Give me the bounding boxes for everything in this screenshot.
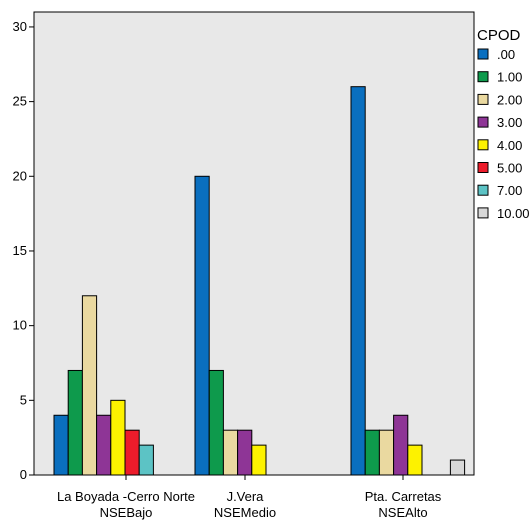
legend-label: 2.00 [497,92,522,107]
x-category-label: NSEBajo [100,505,153,520]
bars-group [53,86,466,476]
x-category-label: NSEMedio [214,505,276,520]
bar-pta-carretas-series-1 [364,429,380,476]
bar-la-boyada-cerro-norte-series-1 [67,369,83,476]
y-tick-label: 20 [13,168,27,183]
legend-swatch [477,71,489,83]
legend: CPOD .00 1.00 2.00 3.00 4.00 5.00 7.00 10.00 [477,27,530,221]
legend-label: .00 [497,47,515,62]
legend-swatch [477,116,489,128]
bar-pta-carretas-series-7 [449,459,466,476]
bar-la-boyada-cerro-norte-series-3 [96,414,112,476]
legend-swatch [477,139,489,151]
x-category-label: Pta. Carretas [365,489,442,504]
bar-la-boyada-cerro-norte-series-2 [81,295,98,476]
legend-label: 5.00 [497,161,522,176]
y-tick-label: 15 [13,243,27,258]
legend-label: 7.00 [497,183,522,198]
bar-j-vera-series-2 [222,429,239,476]
x-category-label: NSEAlto [378,505,427,520]
bar-j-vera-series-4 [251,444,267,476]
x-category-label: La Boyada -Cerro Norte [57,489,195,504]
legend-label: 3.00 [497,115,522,130]
bar-la-boyada-cerro-norte-series-0 [53,414,69,476]
bar-j-vera-series-0 [194,175,210,476]
bar-la-boyada-cerro-norte-series-4 [110,399,126,476]
y-tick-label: 5 [20,392,27,407]
legend-swatch [477,48,489,60]
y-tick-label: 30 [13,19,27,34]
legend-swatch [477,207,489,219]
x-category-label: J.Vera [227,489,265,504]
bar-la-boyada-cerro-norte-series-6 [138,444,154,476]
bar-pta-carretas-series-2 [378,429,395,476]
legend-label: 4.00 [497,138,522,153]
bar-la-boyada-cerro-norte-series-5 [124,429,140,476]
bar-j-vera-series-3 [237,429,253,476]
y-tick-label: 25 [13,94,27,109]
plot-area [33,11,475,476]
legend-label: 1.00 [497,70,522,85]
bar-pta-carretas-series-4 [407,444,423,476]
legend-swatch [477,184,489,196]
legend-swatch [477,162,489,173]
legend-title: CPOD [477,27,521,44]
y-tick-label: 0 [20,467,27,482]
bar-j-vera-series-1 [208,369,224,476]
y-tick-label: 10 [13,318,27,333]
bar-pta-carretas-series-0 [350,86,366,476]
legend-label: 10.00 [497,206,530,221]
legend-swatch [477,93,489,105]
y-axis: 0 5 10 15 20 25 30 [13,19,34,482]
bar-pta-carretas-series-3 [393,414,409,476]
